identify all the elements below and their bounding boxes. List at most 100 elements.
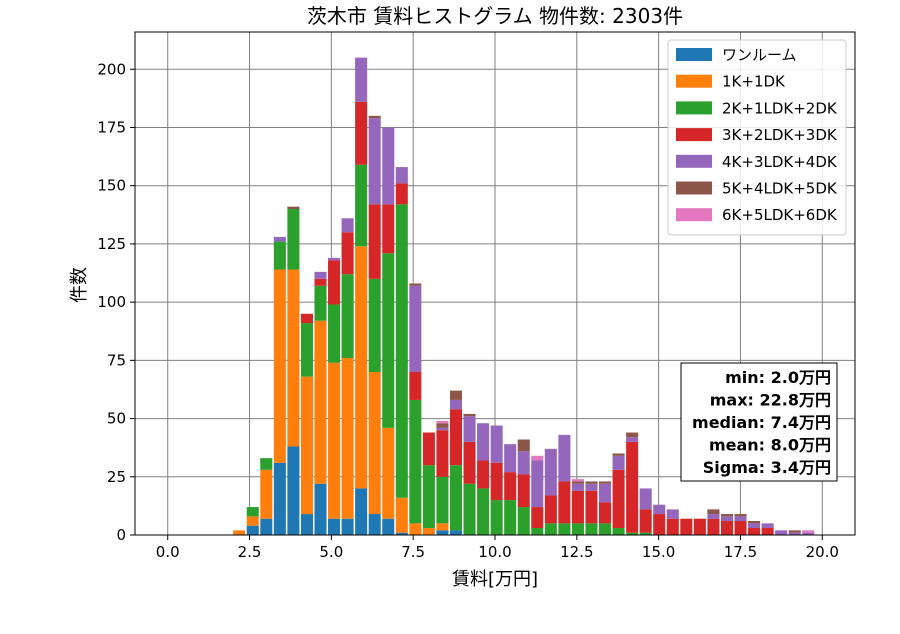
bar-segment [517,474,530,508]
bar-segment [504,472,517,501]
y-tick-label: 75 [107,351,126,369]
bar-segment [531,528,544,535]
bar-segment [409,399,422,524]
legend-label: 6K+5LDK+6DK [722,206,838,224]
bar-segment [355,488,368,535]
bar-segment [409,285,422,372]
bar-segment [449,530,463,535]
bar-segment [477,460,490,489]
bar-segment [273,241,286,270]
bar-segment [436,420,449,424]
bar-segment [585,490,598,524]
bar-segment [639,509,652,533]
bar-segment [382,127,395,205]
bar-segment [788,532,801,535]
bar-segment [599,502,612,524]
bar-segment [300,313,313,324]
stats-box: min: 2.0万円 max: 22.8万円 median: 7.4万円 mean: … [680,362,838,482]
bar-segment [653,514,666,535]
bar-segment [544,523,557,535]
bar-segment [436,523,449,531]
legend-swatch [676,128,712,142]
grid [135,32,855,536]
bar-segment [260,458,273,470]
bar-segment [788,530,801,533]
y-tick-label: 25 [107,468,126,486]
bar-segment [395,532,408,535]
bar-segment [558,481,571,524]
stats-median-text: median: 7.4万円 [692,413,831,432]
bar-segment [761,528,774,535]
bar-segment [626,532,639,535]
bar-segment [734,516,747,522]
bar-segment [517,439,530,452]
bar-segment [395,183,408,205]
bar-segment [463,416,476,442]
x-axis-label: 賃料[万円] [452,569,538,590]
bar-segment [734,521,747,535]
bar-segment [436,423,449,428]
bar-segment [287,269,300,447]
bar-segment [300,376,313,515]
bar-segment [802,530,815,533]
bar-segment [382,427,395,519]
bar-segment [341,274,354,359]
legend-swatch [676,101,712,115]
y-tick-label: 50 [107,410,126,428]
bar-segment [707,514,720,519]
bars [233,57,815,535]
bar-segment [314,285,327,321]
bar-segment [720,521,733,535]
bar-segment [720,516,733,522]
bar-segment [748,523,761,529]
bar-segment [748,521,761,524]
bar-segment [328,518,341,535]
bar-segment [463,441,476,484]
bar-segment [626,441,639,533]
bar-segment [639,488,652,510]
bar-segment [328,257,341,261]
x-tick-label: 12.5 [560,543,593,561]
bar-segment [395,497,408,533]
bar-segment [748,528,761,535]
y-axis-label: 件数 [69,267,90,303]
bar-segment [368,371,381,515]
bar-segment [775,530,788,535]
bar-segment [314,483,327,535]
stats-max-text: max: 22.8万円 [710,391,831,410]
y-tick-label: 100 [97,293,126,311]
bar-segment [571,490,584,524]
bar-segment [666,518,679,535]
bar-segment [599,481,612,484]
legend-label: 5K+4LDK+5DK [722,180,838,198]
bar-segment [382,518,395,535]
bar-segment [612,528,625,535]
bar-segment [328,304,341,363]
bar-segment [517,451,530,475]
y-tick-label: 150 [97,177,126,195]
bar-segment [707,518,720,535]
legend-swatch [676,154,712,168]
x-tick-label: 7.5 [401,543,425,561]
bar-segment [585,481,598,484]
legend-label: ワンルーム [722,46,797,64]
bar-segment [558,434,571,482]
bar-segment [571,479,584,482]
bar-segment [260,518,273,535]
bar-segment [368,278,381,372]
bar-segment [341,518,354,535]
x-tick-label: 20.0 [806,543,839,561]
bar-segment [544,495,557,524]
bar-segment [599,483,612,503]
bar-segment [246,516,259,526]
x-tick-label: 5.0 [319,543,343,561]
y-tick-label: 125 [97,235,126,253]
y-ticks: 0 25 50 75 100 125 150 175 200 [97,60,135,544]
bar-segment [599,523,612,535]
bar-segment [612,469,625,529]
bar-segment [422,432,435,466]
legend-frame [667,39,847,236]
bar-segment [436,427,449,431]
